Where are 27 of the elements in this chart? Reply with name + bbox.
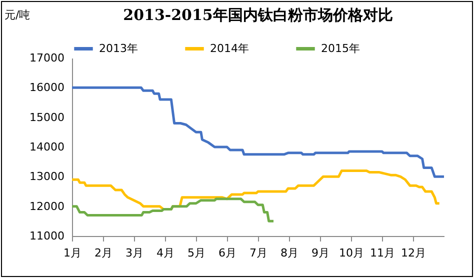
legend-label: 2015年 <box>321 42 360 55</box>
x-tick-label: 5月 <box>188 246 206 260</box>
x-tick-label: 6月 <box>218 246 236 260</box>
y-tick-label: 14000 <box>30 140 64 154</box>
y-tick-label: 17000 <box>30 52 64 64</box>
x-tick-label: 2月 <box>94 246 112 260</box>
y-tick-label: 11000 <box>30 230 64 242</box>
x-tick-label: 12月 <box>401 246 426 260</box>
y-tick-label: 13000 <box>30 170 64 184</box>
x-tick-label: 7月 <box>250 246 268 260</box>
x-tick-label: 1月 <box>64 246 82 260</box>
line-series <box>72 169 441 211</box>
x-tick-label: 11月 <box>370 246 395 260</box>
x-tick-label: 9月 <box>312 246 330 260</box>
y-tick-label: 15000 <box>30 110 64 124</box>
y-tick-label: 16000 <box>30 81 64 94</box>
x-tick-label: 4月 <box>156 246 174 260</box>
y-axis-title: 元/吨 <box>4 8 30 22</box>
chart-title: 2013-2015年国内钛白粉市场价格对比 <box>123 6 393 24</box>
legend-label: 2014年 <box>210 42 249 55</box>
x-tick-label: 8月 <box>280 246 298 260</box>
legend-label: 2013年 <box>99 42 138 55</box>
line-series <box>72 86 444 178</box>
x-tick-label: 3月 <box>126 246 144 260</box>
line-series <box>72 198 275 222</box>
y-tick-label: 12000 <box>30 200 64 213</box>
x-tick-label: 10月 <box>339 246 364 260</box>
